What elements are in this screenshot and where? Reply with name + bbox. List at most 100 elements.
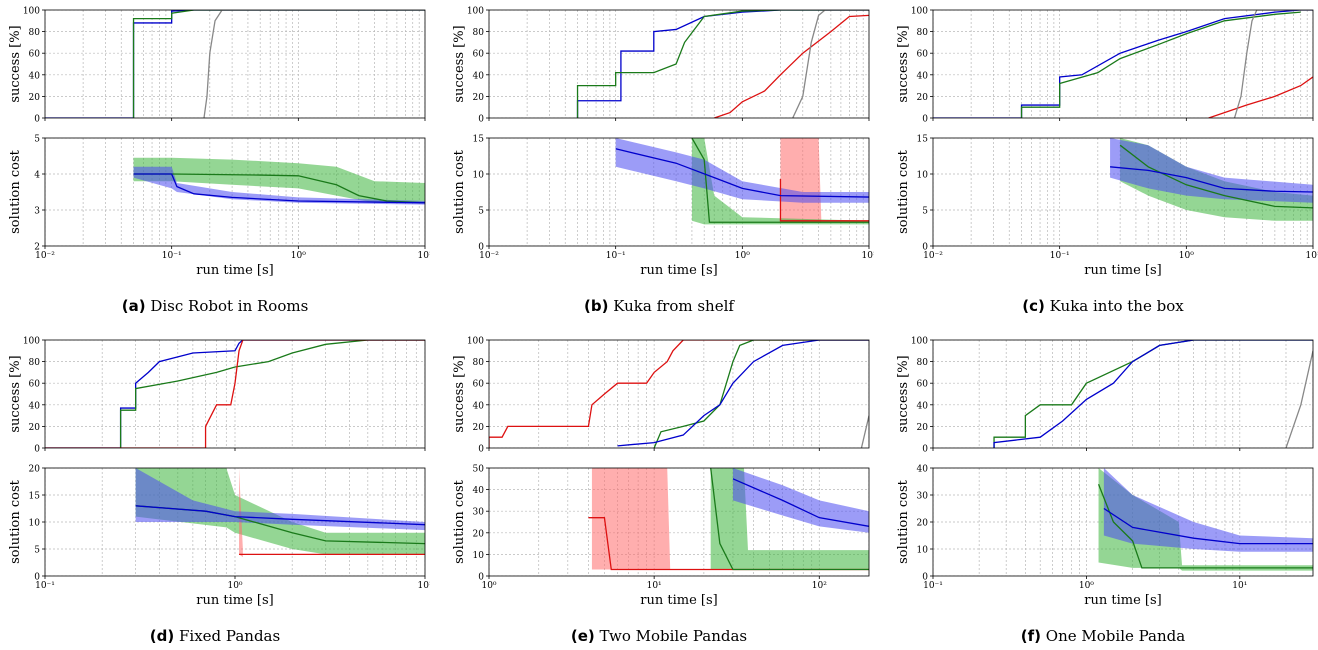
x-tick-label: 10⁰ [1179, 251, 1194, 261]
x-tick-label: 10⁰ [481, 581, 496, 591]
series-line-3 [792, 10, 869, 118]
x-tick-label: 10¹ [1232, 581, 1247, 591]
y-tick-label: 15 [29, 492, 41, 502]
y-tick-label: 0 [922, 445, 928, 455]
x-tick-label: 10¹ [861, 251, 874, 261]
y-tick-label: 10 [917, 171, 929, 181]
chart-caption: (d) Fixed Pandas [0, 627, 430, 645]
series-line-1 [1020, 11, 1301, 118]
x-axis-label: run time [s] [640, 263, 717, 278]
x-axis-label: run time [s] [1084, 263, 1161, 278]
grid [489, 340, 869, 448]
confidence-band-2 [732, 468, 869, 533]
confidence-band-0 [591, 468, 671, 570]
y-tick-label: 60 [917, 50, 929, 60]
series-line-1 [691, 138, 869, 223]
y-tick-label: 60 [29, 50, 41, 60]
series-line-1 [576, 10, 869, 118]
y-tick-label: 0 [34, 445, 40, 455]
y-tick-label: 10 [473, 551, 485, 561]
y-tick-label: 0 [922, 115, 928, 125]
axes-frame [488, 9, 870, 119]
y-axis-label: solution cost [452, 149, 467, 234]
series-line-0 [993, 340, 1313, 448]
axes-frame [488, 467, 870, 577]
y-tick-label: 20 [29, 423, 41, 433]
chart-panel-2: 0 20 40 60 80 100 success [%] 0 5 10 15 solution co… [888, 0, 1318, 320]
grid [45, 10, 425, 118]
x-tick-label: 10⁻¹ [606, 251, 626, 261]
series-line-1 [710, 468, 869, 571]
y-tick-label: 80 [473, 28, 485, 38]
series-line-1 [133, 173, 425, 204]
grid [45, 138, 425, 246]
y-tick-label: 80 [29, 358, 41, 368]
caption-label: (e) [570, 627, 595, 645]
y-tick-label: 10 [473, 171, 485, 181]
series-line-2 [617, 340, 869, 447]
y-tick-label: 5 [34, 135, 40, 145]
x-axis-label: run time [s] [196, 593, 273, 608]
x-tick-label: 10² [812, 581, 827, 591]
y-tick-label: 5 [34, 546, 40, 556]
series-line-1 [1110, 166, 1313, 193]
series-line-0 [576, 10, 869, 118]
series-line-1 [993, 340, 1313, 448]
y-tick-label: 0 [478, 445, 484, 455]
y-tick-label: 0 [922, 243, 928, 253]
x-tick-label: 10⁻² [923, 251, 943, 261]
grid [933, 468, 1313, 576]
caption-label: (f) [1020, 627, 1042, 645]
series-line-2 [1208, 76, 1313, 118]
x-tick-label: 10¹ [417, 581, 430, 591]
series-line-2 [732, 478, 869, 527]
y-tick-label: 10 [29, 519, 41, 529]
y-tick-label: 5 [478, 207, 484, 217]
confidence-band-1 [1110, 138, 1313, 203]
y-tick-label: 100 [467, 7, 484, 17]
x-tick-label: 10⁰ [291, 251, 306, 261]
caption-label: (a) [121, 297, 146, 315]
chart-panel-1: 0 20 40 60 80 100 success [%] 0 5 10 15 solution co… [444, 0, 874, 320]
confidence-band-1 [710, 468, 869, 570]
x-tick-label: 10⁻¹ [1050, 251, 1070, 261]
x-tick-label: 10⁻² [35, 251, 55, 261]
axes-frame [488, 339, 870, 449]
y-tick-label: 40 [917, 71, 929, 81]
series-line-0 [779, 179, 869, 222]
y-tick-label: 15 [473, 135, 485, 145]
y-tick-label: 0 [478, 573, 484, 583]
confidence-band-1 [1103, 468, 1313, 552]
y-tick-label: 100 [23, 337, 40, 347]
y-tick-label: 40 [473, 71, 485, 81]
grid [933, 10, 1313, 118]
y-tick-label: 20 [29, 93, 41, 103]
axes-frame [44, 137, 426, 247]
y-axis-label: solution cost [8, 149, 23, 234]
caption-text: Fixed Pandas [174, 627, 281, 645]
y-tick-label: 20 [917, 423, 929, 433]
chart-panel-3: 0 20 40 60 80 100 success [%] 0 5 10 15 20 solution … [0, 330, 430, 650]
y-tick-label: 80 [917, 358, 929, 368]
confidence-band-0 [135, 468, 425, 555]
y-axis-label: solution cost [8, 479, 23, 564]
grid [45, 340, 425, 448]
y-tick-label: 60 [473, 380, 485, 390]
y-tick-label: 2 [34, 243, 40, 253]
x-tick-label: 10¹ [417, 251, 430, 261]
confidence-band-0 [133, 157, 425, 203]
y-tick-label: 40 [917, 465, 929, 475]
series-line-3 [1233, 10, 1313, 118]
chart-caption: (c) Kuka into the box [888, 297, 1318, 315]
y-tick-label: 100 [23, 7, 40, 17]
y-axis-label: solution cost [896, 149, 911, 234]
series-line-1 [132, 10, 425, 118]
chart-caption: (b) Kuka from shelf [444, 297, 874, 315]
caption-text: Kuka from shelf [608, 297, 734, 315]
caption-text: Two Mobile Pandas [594, 627, 748, 645]
